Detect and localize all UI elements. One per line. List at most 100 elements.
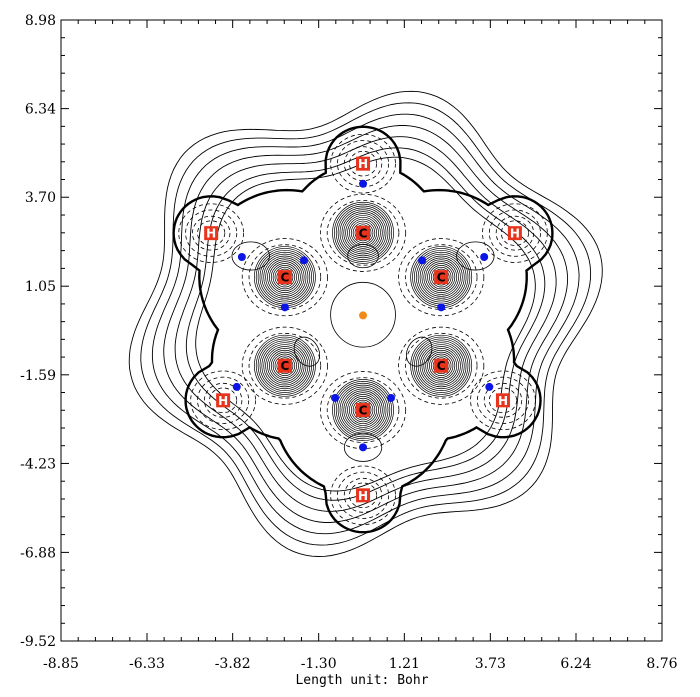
- dashed-contour: [178, 203, 244, 263]
- core-contour: [265, 257, 305, 297]
- x-tick-label: -8.85: [43, 656, 79, 672]
- atom-label: H: [498, 394, 508, 408]
- outer-contour: [151, 113, 580, 535]
- atom-label: H: [358, 489, 368, 503]
- dashed-contour: [488, 387, 518, 414]
- core-contour: [349, 218, 378, 247]
- atom-nucleus: [216, 393, 231, 408]
- core-contour: [427, 263, 456, 292]
- outer-contour: [163, 125, 569, 523]
- ring-contour: [330, 281, 396, 348]
- dashed-contour: [470, 370, 536, 431]
- core-contour: [417, 253, 465, 301]
- atom-nucleus: [507, 226, 522, 241]
- core-contour: [354, 224, 372, 242]
- dashed-contour: [495, 215, 535, 251]
- bond-critical-point: [299, 256, 308, 265]
- bond-critical-point: [485, 382, 494, 391]
- dashed-contour: [330, 465, 396, 526]
- dashed-contour: [197, 376, 250, 424]
- atom-nucleus: [277, 270, 292, 285]
- outer-contour: [128, 90, 603, 557]
- x-tick-label: -3.82: [215, 656, 251, 672]
- atom-nucleus: [434, 270, 449, 285]
- core-contour: [269, 261, 301, 294]
- core-contour: [270, 263, 299, 292]
- dashed-contour: [488, 209, 541, 257]
- axis-ticks: [60, 19, 663, 642]
- atom-labels: C C C C C C H H H H H H: [204, 156, 522, 503]
- dashed-contour: [241, 326, 328, 405]
- dashed-contour: [348, 482, 378, 509]
- atom-label: C: [280, 359, 289, 373]
- core-contour: [337, 207, 389, 259]
- core-contour: [341, 388, 385, 432]
- atom-label: C: [437, 271, 446, 285]
- core-contour: [337, 384, 389, 436]
- core-contour: [332, 201, 394, 264]
- interstitial-contour: [231, 241, 270, 271]
- molecular-boundary: [172, 125, 554, 534]
- core-contour: [343, 390, 383, 430]
- dashed-contour: [209, 387, 238, 414]
- x-tick-label: -1.30: [301, 656, 337, 672]
- core-contour: [432, 268, 450, 286]
- bond-critical-point: [359, 443, 368, 452]
- ring-lobe-contour: [406, 336, 433, 367]
- bond-critical-point: [418, 256, 427, 265]
- dashed-contour: [398, 326, 485, 405]
- dashed-contour: [476, 376, 529, 424]
- atom-nucleus: [495, 393, 510, 408]
- atom-label: C: [280, 271, 289, 285]
- x-tick-label: 6.24: [560, 656, 591, 672]
- core-contour: [354, 401, 372, 419]
- dashed-contour: [483, 382, 523, 418]
- atom-nucleus: [204, 226, 219, 241]
- dashed-contour: [348, 150, 378, 177]
- bond-critical-point: [387, 393, 396, 402]
- atom-label: H: [206, 227, 216, 241]
- core-contour: [352, 399, 374, 421]
- atom-nucleus: [356, 488, 371, 503]
- dashed-contour: [248, 244, 322, 310]
- interstitial-contour: [343, 432, 383, 462]
- core-contour: [274, 266, 296, 288]
- x-tick-label: 8.76: [646, 656, 677, 672]
- core-contour: [421, 257, 461, 297]
- dashed-contour: [185, 209, 238, 257]
- dashed-contour: [241, 238, 328, 317]
- core-contour: [263, 255, 307, 299]
- core-contour: [276, 268, 294, 286]
- atom-label: C: [359, 404, 368, 418]
- bond-critical-point: [280, 303, 289, 312]
- core-contour: [335, 205, 391, 260]
- core-contour: [267, 259, 303, 295]
- dashed-contour: [248, 332, 322, 399]
- bond-critical-point: [359, 179, 368, 188]
- dashed-contour: [190, 370, 256, 431]
- core-contour: [267, 347, 303, 384]
- x-tick-label: 3.73: [475, 656, 506, 672]
- core-contour: [334, 203, 393, 262]
- y-tick-label: -4.23: [20, 456, 56, 472]
- dashed-contour: [398, 238, 485, 317]
- atom-label: C: [359, 226, 368, 240]
- core-contour: [423, 259, 459, 295]
- core-contour: [334, 381, 393, 440]
- core-contour: [343, 213, 383, 253]
- ring-critical-point: [359, 311, 368, 320]
- dashed-contour: [203, 382, 243, 418]
- core-contour: [335, 382, 391, 438]
- y-tick-labels: 8.98 6.34 3.70 1.05 -1.59 -4.23 -6.88 -9.52: [20, 13, 56, 650]
- atom-label: H: [510, 227, 520, 241]
- core-contour: [419, 255, 463, 299]
- dashed-contour: [326, 377, 400, 443]
- core-contour: [350, 397, 376, 423]
- core-contour: [349, 396, 378, 425]
- core-contour: [410, 334, 473, 397]
- dashed-contour: [343, 477, 383, 513]
- outer-contour: [185, 147, 546, 501]
- bond-critical-point: [480, 252, 489, 261]
- bond-critical-point: [437, 303, 446, 312]
